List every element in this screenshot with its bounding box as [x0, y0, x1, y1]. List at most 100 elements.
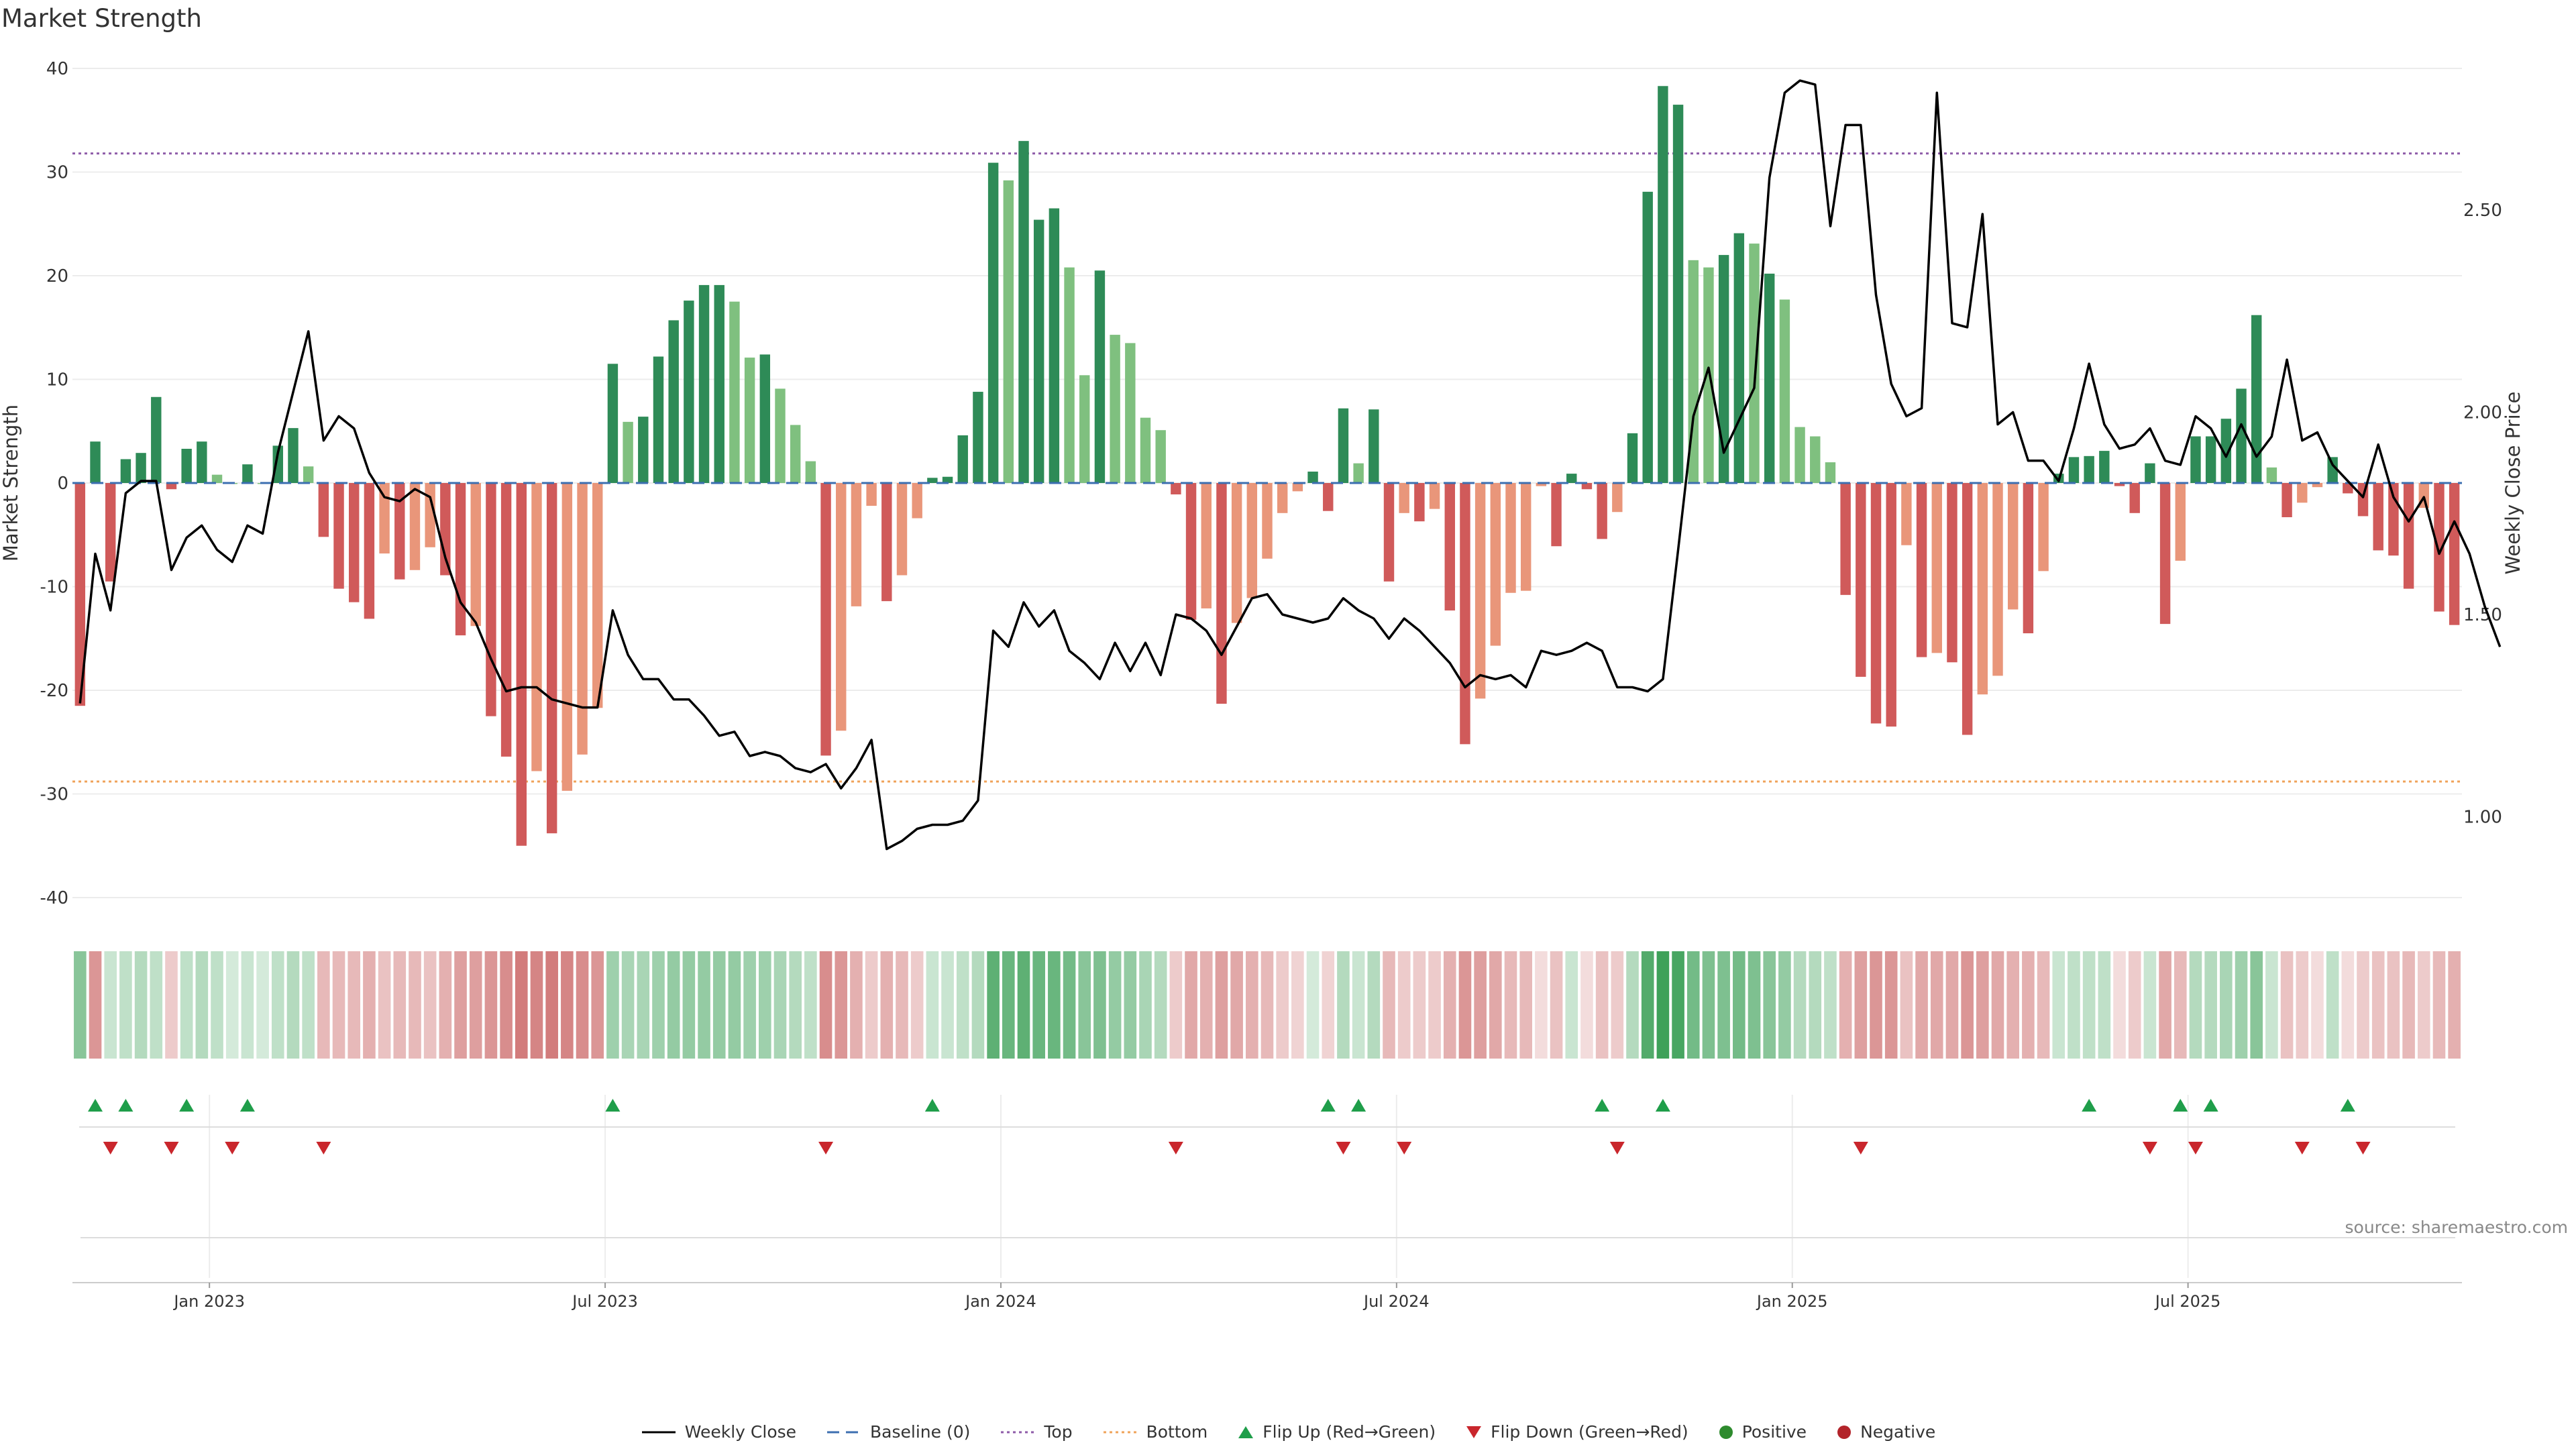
flip-down-marker [2294, 1142, 2310, 1155]
x-tick-label: Jan 2025 [1756, 1292, 1828, 1311]
heat-cell [1428, 951, 1441, 1059]
heat-cell [74, 951, 87, 1059]
strength-bar [1018, 141, 1029, 483]
heat-cell [1139, 951, 1152, 1059]
heat-cell [712, 951, 726, 1059]
strength-bar [881, 483, 892, 602]
strength-bar [1886, 483, 1896, 727]
heat-cell [1124, 951, 1137, 1059]
legend-flip-down[interactable]: Flip Down (Green→Red) [1465, 1422, 1688, 1442]
strength-bar [1520, 483, 1532, 591]
flip-up-marker [239, 1099, 255, 1112]
heat-cell [134, 951, 148, 1059]
strength-bar [531, 483, 542, 771]
strength-bar [105, 483, 116, 582]
heat-cell [1383, 951, 1395, 1059]
heat-cell [1717, 951, 1730, 1059]
strength-bar [1931, 483, 1942, 653]
circle-red-icon [1837, 1425, 1851, 1439]
strength-bar [2129, 483, 2140, 513]
flip-down-marker [2355, 1142, 2371, 1155]
legend-label: Flip Up (Red→Green) [1263, 1422, 1436, 1442]
heat-cell [1839, 951, 1852, 1059]
legend-negative[interactable]: Negative [1836, 1422, 1935, 1442]
heat-cell [2280, 951, 2294, 1059]
strength-bar [1140, 417, 1151, 483]
heat-cell [241, 951, 254, 1059]
strength-bar [1110, 335, 1120, 483]
strength-bar [638, 417, 649, 483]
legend-weekly-close[interactable]: Weekly Close [641, 1422, 796, 1442]
legend-flip-up[interactable]: Flip Up (Red→Green) [1237, 1422, 1436, 1442]
strength-bar [2236, 388, 2247, 483]
heat-cell [2265, 951, 2278, 1059]
heat-cell [286, 951, 300, 1059]
strength-bar [1916, 483, 1927, 657]
strength-bar [698, 284, 710, 483]
strength-bar [2145, 463, 2155, 483]
strength-bar [455, 483, 466, 636]
heat-cell [1763, 951, 1776, 1059]
strength-bar [120, 459, 131, 483]
heat-cell [2082, 951, 2096, 1059]
strength-bar [744, 358, 755, 483]
heat-cell [2128, 951, 2141, 1059]
heat-cell [1733, 951, 1746, 1059]
flip-down-marker [1397, 1142, 1412, 1155]
heat-cell [2417, 951, 2430, 1059]
strength-bar [2084, 455, 2094, 483]
heat-cell [576, 951, 589, 1059]
heat-cell [2250, 951, 2263, 1059]
heat-cell [773, 951, 787, 1059]
strength-bar [1399, 483, 1409, 513]
strength-bar [1474, 483, 1486, 699]
strength-bar [242, 464, 253, 483]
strength-bar [714, 284, 724, 483]
strength-bar [1597, 483, 1607, 539]
strength-bar [2190, 436, 2201, 483]
strength-bar [1246, 483, 1258, 598]
heat-cell [2204, 951, 2217, 1059]
x-tick-label: Jul 2024 [1362, 1292, 1430, 1311]
flip-down-marker [225, 1142, 240, 1155]
heat-cell [180, 951, 193, 1059]
heat-cell [2296, 951, 2309, 1059]
legend-top[interactable]: Top [1000, 1422, 1073, 1442]
heat-cell [1352, 951, 1365, 1059]
heat-cell [2052, 951, 2065, 1059]
heat-cell [2387, 951, 2400, 1059]
legend-bottom[interactable]: Bottom [1102, 1422, 1208, 1442]
heat-cell [1108, 951, 1122, 1059]
strength-bar [1323, 483, 1334, 511]
flip-up-marker [2173, 1099, 2188, 1112]
weekly-close-line [78, 79, 2502, 851]
heat-cell [1702, 951, 1715, 1059]
heat-cell [1260, 951, 1274, 1059]
strength-bar [2007, 483, 2019, 610]
flip-up-marker [88, 1099, 103, 1112]
strength-bar [2327, 457, 2338, 483]
heat-cell [789, 951, 802, 1059]
strength-bar [136, 453, 146, 483]
heat-cell [1930, 951, 1943, 1059]
heat-cell [530, 951, 543, 1059]
heat-cell [1246, 951, 1258, 1059]
heat-cell [2448, 951, 2461, 1059]
legend-positive[interactable]: Positive [1718, 1422, 1807, 1442]
strength-bar [2205, 436, 2216, 483]
flip-down-marker [1609, 1142, 1625, 1155]
heat-cell [332, 951, 345, 1059]
strength-bar [1718, 255, 1729, 483]
strength-bar [1216, 483, 1227, 704]
heat-cell [1870, 951, 1882, 1059]
legend-baseline[interactable]: Baseline (0) [826, 1422, 970, 1442]
strength-bar [729, 301, 740, 483]
strength-bar [1840, 483, 1851, 595]
strength-bar [577, 483, 588, 755]
heat-cell [439, 951, 452, 1059]
strength-bar [2282, 483, 2292, 517]
flip-up-marker [1655, 1099, 1670, 1112]
heat-cell [302, 951, 315, 1059]
heat-cell [896, 951, 908, 1059]
heat-cell [515, 951, 528, 1059]
